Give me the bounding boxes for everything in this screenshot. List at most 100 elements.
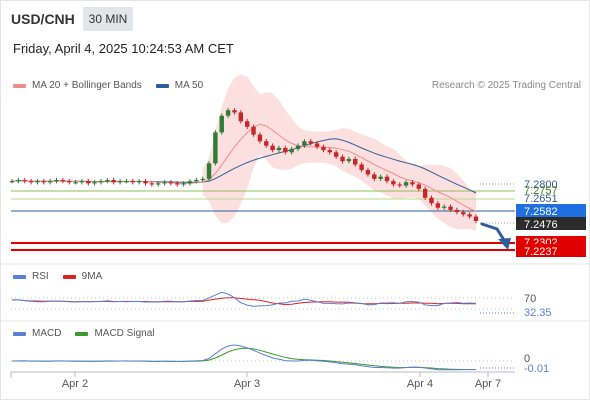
timeframe-button[interactable]: 30 MIN (83, 7, 133, 31)
candle-body (187, 181, 193, 184)
candle-body (397, 184, 402, 186)
macd-signal-swatch (75, 331, 89, 336)
candle-body (410, 182, 415, 185)
candle-body (333, 152, 339, 157)
candle-body (22, 180, 27, 182)
candle-body (194, 180, 199, 182)
candle-body (47, 181, 53, 183)
candle-body (86, 181, 91, 184)
candle-body (238, 112, 244, 122)
candle-body (79, 181, 85, 183)
candle-body (422, 188, 428, 198)
candle-body (136, 181, 142, 183)
candle-body (168, 182, 174, 184)
price-label-7-2800: 7.2800 (524, 179, 558, 191)
candle-body (264, 141, 269, 146)
datetime-label: Friday, April 4, 2025 10:24:53 AM CET (13, 41, 234, 56)
candle-body (448, 206, 453, 210)
candle-body (206, 163, 212, 179)
candle-body (244, 121, 250, 127)
candle-body (219, 115, 224, 133)
forecast-arrow-head (498, 238, 511, 250)
legend-rsi-label: RSI (32, 271, 49, 282)
candle-body (9, 181, 15, 183)
x-label-apr4: Apr 4 (407, 378, 433, 390)
candle-body (283, 147, 288, 153)
support2-tag-bg (516, 244, 586, 257)
candle-body (124, 181, 129, 183)
candle-body (257, 134, 263, 142)
candle-body (60, 180, 66, 182)
candle-body (130, 181, 135, 183)
rsi-current-label: 32.35 (524, 307, 552, 319)
candle-body (41, 181, 46, 183)
price-label-7-2237: 7.2237 (524, 246, 558, 258)
candle-body (35, 181, 40, 183)
candle-body (391, 181, 396, 185)
main-legend: MA 20 + Bollinger Bands MA 50 (13, 80, 203, 91)
x-label-apr3: Apr 3 (234, 378, 260, 390)
forecast-arrow (480, 222, 506, 242)
candle-body (111, 180, 116, 183)
candle-body (143, 181, 148, 184)
rsi-legend: RSI 9MA (13, 271, 102, 282)
candle-body (416, 184, 421, 189)
candles-group (9, 108, 479, 224)
candle-body (276, 147, 282, 151)
candle-body (442, 206, 447, 208)
macd-swatch (13, 331, 26, 336)
candle-body (98, 181, 104, 183)
candle-body (225, 110, 231, 116)
candle-body (162, 182, 167, 184)
price-label-7-2651: 7.2651 (524, 193, 558, 205)
pivot-tag-bg (516, 204, 586, 218)
candle-body (270, 145, 275, 151)
candle-body (467, 214, 472, 217)
candle-body (302, 141, 307, 146)
candle-body (365, 170, 371, 175)
candle-body (232, 110, 237, 113)
price-label-7-2476: 7.2476 (524, 219, 558, 231)
price-label-7-2757: 7.2757 (524, 185, 558, 197)
rsi-70-label: 70 (524, 293, 536, 305)
legend-ma20-label: MA 20 + Bollinger Bands (32, 80, 142, 91)
rsi-swatch (13, 274, 26, 279)
legend-macd-signal-label: MACD Signal (94, 328, 155, 339)
candle-body (429, 197, 434, 204)
candle-body (213, 132, 218, 164)
candle-body (175, 183, 180, 185)
macd-signal-line (12, 347, 476, 370)
symbol-title: USD/CNH (11, 11, 75, 27)
x-label-apr7: Apr 7 (475, 378, 501, 390)
last-price-tag-bg (516, 217, 586, 230)
rsi-line (12, 291, 477, 307)
candle-body (384, 176, 390, 182)
candle-body (200, 178, 205, 181)
candle-body (28, 181, 34, 183)
candle-body (314, 143, 320, 147)
candle-body (403, 182, 409, 186)
candle-body (54, 180, 59, 182)
candle-body (378, 176, 383, 179)
candle-body (289, 148, 294, 153)
candle-body (353, 158, 358, 165)
x-label-apr2: Apr 2 (62, 378, 88, 390)
macd-legend: MACD MACD Signal (13, 328, 154, 339)
candle-body (321, 146, 326, 151)
candle-body (308, 141, 313, 144)
candle-body (251, 126, 256, 135)
ma50-swatch (155, 83, 169, 88)
candle-body (340, 156, 345, 162)
candle-body (435, 203, 441, 208)
candle-body (67, 181, 72, 183)
legend-macd-label: MACD (32, 328, 62, 339)
bollinger-band (202, 74, 476, 232)
candle-body (372, 174, 377, 179)
candle-body (105, 180, 110, 182)
candle-body (155, 183, 161, 185)
macd-zero-label: 0 (524, 353, 530, 365)
candle-body (461, 212, 466, 215)
candle-body (149, 183, 155, 185)
legend-9ma-label: 9MA (81, 271, 103, 282)
